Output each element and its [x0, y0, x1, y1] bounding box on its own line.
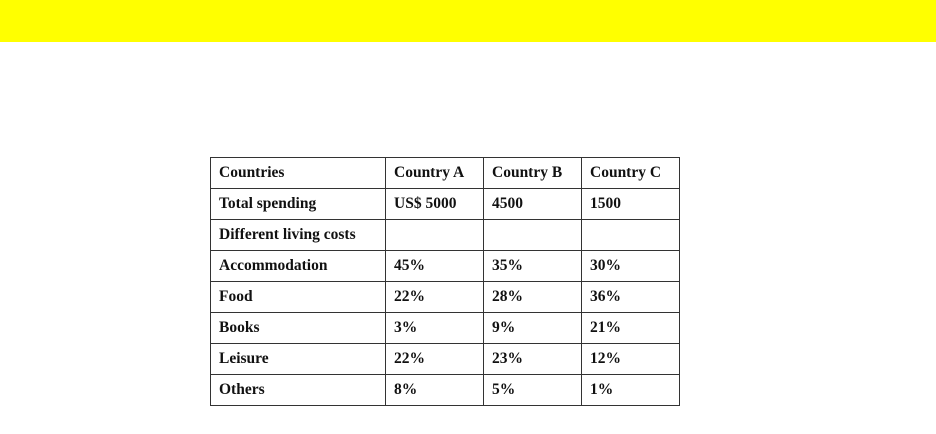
table-cell — [385, 219, 484, 251]
row-label: Books — [210, 312, 386, 344]
table-cell: 36% — [581, 281, 680, 313]
row-label: Total spending — [210, 188, 386, 220]
row-label: Accommodation — [210, 250, 386, 282]
table-cell: 1% — [581, 374, 680, 406]
header-cell: Countries — [210, 157, 386, 189]
table-cell: 21% — [581, 312, 680, 344]
table-cell: 35% — [483, 250, 582, 282]
table-cell: 12% — [581, 343, 680, 375]
table-cell: 22% — [385, 343, 484, 375]
spending-table: Countries Country A Country B Country C … — [210, 157, 680, 406]
table-cell: 9% — [483, 312, 582, 344]
header-cell: Country A — [385, 157, 484, 189]
table-row: Accommodation 45% 35% 30% — [210, 250, 680, 282]
table-cell: 30% — [581, 250, 680, 282]
header-cell: Country B — [483, 157, 582, 189]
table-row: Leisure 22% 23% 12% — [210, 343, 680, 375]
table-cell: 23% — [483, 343, 582, 375]
table-header-row: Countries Country A Country B Country C — [210, 157, 680, 189]
table-cell: 45% — [385, 250, 484, 282]
table-cell: 1500 — [581, 188, 680, 220]
table-cell — [483, 219, 582, 251]
row-label: Food — [210, 281, 386, 313]
table-cell — [581, 219, 680, 251]
table-cell: 3% — [385, 312, 484, 344]
table-cell: 8% — [385, 374, 484, 406]
table-row: Books 3% 9% 21% — [210, 312, 680, 344]
spending-table-container: Countries Country A Country B Country C … — [210, 157, 680, 406]
row-label: Different living costs — [210, 219, 386, 251]
table-cell: 22% — [385, 281, 484, 313]
table-row: Different living costs — [210, 219, 680, 251]
table-cell: 4500 — [483, 188, 582, 220]
table-row: Others 8% 5% 1% — [210, 374, 680, 406]
table-cell: US$ 5000 — [385, 188, 484, 220]
row-label: Leisure — [210, 343, 386, 375]
table-cell: 28% — [483, 281, 582, 313]
table-cell: 5% — [483, 374, 582, 406]
table-row: Food 22% 28% 36% — [210, 281, 680, 313]
row-label: Others — [210, 374, 386, 406]
table-row: Total spending US$ 5000 4500 1500 — [210, 188, 680, 220]
top-banner — [0, 0, 936, 42]
header-cell: Country C — [581, 157, 680, 189]
